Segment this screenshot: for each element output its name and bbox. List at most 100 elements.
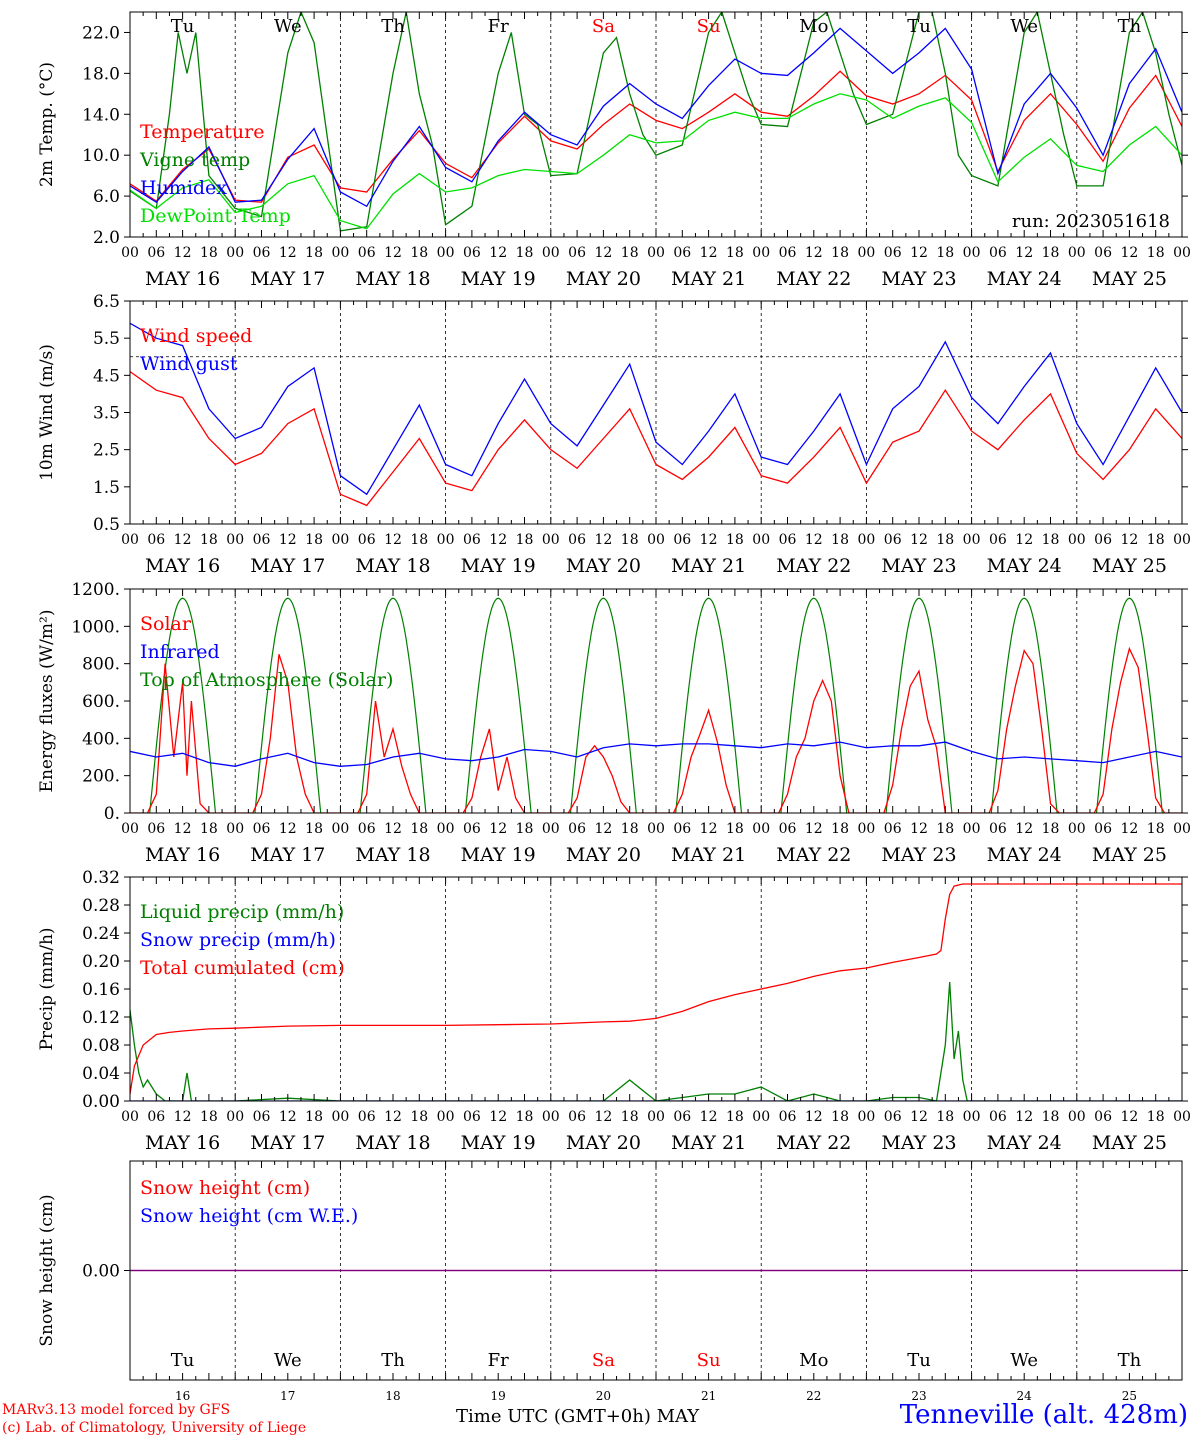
hour-tick-label: 00 bbox=[963, 532, 981, 548]
series-temperature bbox=[130, 70, 1182, 203]
weekday-label: Th bbox=[381, 1350, 405, 1371]
weekday-label: We bbox=[1010, 16, 1038, 37]
toa-solar-curve bbox=[675, 597, 743, 813]
date-label: MAY 16 bbox=[145, 555, 220, 577]
hour-tick-label: 00 bbox=[752, 532, 770, 548]
hour-tick-label: 18 bbox=[1147, 532, 1165, 548]
date-label: MAY 20 bbox=[566, 268, 641, 290]
legend-entry: Snow height (cm W.E.) bbox=[140, 1205, 358, 1227]
hour-tick-label: 12 bbox=[384, 532, 402, 548]
y-tick-label: 3.5 bbox=[93, 404, 120, 424]
hour-tick-label: 12 bbox=[279, 532, 297, 548]
weekday-label: Th bbox=[1118, 1350, 1142, 1371]
hour-tick-label: 06 bbox=[884, 821, 902, 837]
date-label: MAY 22 bbox=[776, 555, 851, 577]
weekday-label: Th bbox=[1118, 16, 1142, 37]
hour-tick-label: 18 bbox=[200, 245, 218, 261]
hour-tick-label: 00 bbox=[752, 821, 770, 837]
hour-tick-label: 18 bbox=[200, 1109, 218, 1125]
date-label: MAY 24 bbox=[987, 1132, 1062, 1154]
hour-tick-label: 12 bbox=[174, 1109, 192, 1125]
hour-tick-label: 00 bbox=[121, 245, 139, 261]
hour-tick-label: 12 bbox=[1120, 532, 1138, 548]
hour-tick-label: 18 bbox=[200, 532, 218, 548]
hour-tick-label: 06 bbox=[147, 532, 165, 548]
date-label: MAY 17 bbox=[250, 844, 325, 866]
hour-tick-label: 18 bbox=[1042, 245, 1060, 261]
y-tick-label: 1.5 bbox=[93, 478, 120, 498]
y-tick-label: 18.0 bbox=[82, 64, 120, 84]
hour-tick-label: 00 bbox=[1068, 821, 1086, 837]
hour-tick-label: 06 bbox=[989, 1109, 1007, 1125]
legend-entry: Vigne temp bbox=[139, 149, 250, 171]
hour-tick-label: 00 bbox=[226, 821, 244, 837]
hour-tick-label: 18 bbox=[936, 245, 954, 261]
hour-tick-label: 00 bbox=[1068, 245, 1086, 261]
hour-tick-label: 00 bbox=[226, 532, 244, 548]
hour-tick-label: 12 bbox=[1120, 1109, 1138, 1125]
hour-tick-label: 18 bbox=[1147, 1109, 1165, 1125]
hour-tick-label: 12 bbox=[489, 821, 507, 837]
date-label: MAY 20 bbox=[566, 555, 641, 577]
weekday-label: Tu bbox=[907, 1350, 931, 1371]
hour-tick-label: 00 bbox=[331, 1109, 349, 1125]
hour-tick-label: 00 bbox=[647, 532, 665, 548]
y-tick-label: 1200. bbox=[71, 580, 120, 600]
hour-tick-label: 06 bbox=[463, 245, 481, 261]
toa-solar-curve bbox=[464, 597, 532, 813]
hour-tick-label: 18 bbox=[831, 532, 849, 548]
hour-tick-label: 18 bbox=[516, 1109, 534, 1125]
hour-tick-label: 00 bbox=[1173, 821, 1191, 837]
y-tick-label: 6.0 bbox=[93, 187, 120, 207]
hour-tick-label: 12 bbox=[910, 821, 928, 837]
weekday-label: Mo bbox=[799, 16, 828, 37]
day-number-label: 25 bbox=[1122, 1389, 1137, 1403]
hour-tick-label: 12 bbox=[489, 245, 507, 261]
hour-tick-label: 06 bbox=[1094, 532, 1112, 548]
hour-tick-label: 00 bbox=[542, 245, 560, 261]
hour-tick-label: 06 bbox=[463, 532, 481, 548]
hour-tick-label: 06 bbox=[358, 1109, 376, 1125]
hour-tick-label: 12 bbox=[489, 532, 507, 548]
day-number-label: 16 bbox=[175, 1389, 190, 1403]
hour-tick-label: 18 bbox=[410, 245, 428, 261]
date-label: MAY 21 bbox=[671, 844, 746, 866]
y-tick-label: 0.32 bbox=[82, 868, 120, 888]
hour-tick-label: 00 bbox=[542, 1109, 560, 1125]
legend-entry: Snow precip (mm/h) bbox=[140, 929, 336, 951]
hour-tick-label: 06 bbox=[253, 245, 271, 261]
hour-tick-label: 06 bbox=[253, 1109, 271, 1125]
y-tick-label: 0.24 bbox=[82, 924, 120, 944]
plot-frame bbox=[129, 11, 1183, 238]
hour-tick-label: 06 bbox=[673, 821, 691, 837]
date-label: MAY 22 bbox=[776, 844, 851, 866]
hour-tick-label: 18 bbox=[936, 821, 954, 837]
date-label: MAY 24 bbox=[987, 268, 1062, 290]
hour-tick-label: 06 bbox=[568, 245, 586, 261]
hour-tick-label: 18 bbox=[831, 1109, 849, 1125]
date-label: MAY 22 bbox=[776, 268, 851, 290]
hour-tick-label: 12 bbox=[279, 1109, 297, 1125]
hour-tick-label: 00 bbox=[331, 532, 349, 548]
hour-tick-label: 12 bbox=[1015, 1109, 1033, 1125]
hour-tick-label: 12 bbox=[700, 532, 718, 548]
hour-tick-label: 12 bbox=[1015, 532, 1033, 548]
hour-tick-label: 06 bbox=[779, 821, 797, 837]
legend-entry: Wind speed bbox=[140, 325, 252, 347]
hour-tick-label: 12 bbox=[174, 821, 192, 837]
hour-tick-label: 12 bbox=[594, 1109, 612, 1125]
y-tick-label: 14.0 bbox=[82, 105, 120, 125]
y-axis-label: Snow height (cm) bbox=[37, 1194, 57, 1346]
hour-tick-label: 18 bbox=[305, 245, 323, 261]
y-tick-label: 5.5 bbox=[93, 329, 120, 349]
legend-entry: Solar bbox=[140, 613, 192, 635]
weekday-label: Th bbox=[381, 16, 405, 37]
date-label: MAY 16 bbox=[145, 844, 220, 866]
hour-tick-label: 18 bbox=[410, 1109, 428, 1125]
hour-tick-label: 18 bbox=[1042, 1109, 1060, 1125]
y-tick-label: 6.5 bbox=[93, 292, 120, 312]
date-label: MAY 21 bbox=[671, 555, 746, 577]
hour-tick-label: 06 bbox=[147, 245, 165, 261]
hour-tick-label: 18 bbox=[621, 245, 639, 261]
